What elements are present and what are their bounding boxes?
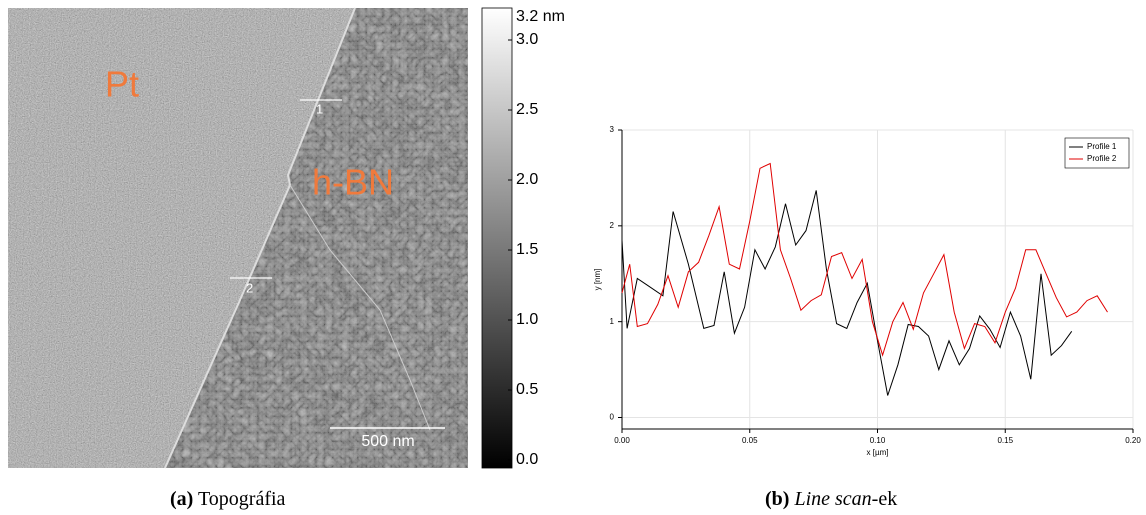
y-tick-label: 3 — [610, 125, 615, 134]
colorbar-tick-label: 1.0 — [516, 311, 538, 328]
legend-label: Profile 1 — [1087, 142, 1117, 151]
colorbar — [481, 7, 513, 469]
caption-suffix: -ek — [872, 488, 898, 510]
scale-bar-label: 500 nm — [361, 433, 414, 450]
x-tick-label: 0.00 — [614, 436, 630, 445]
line-chart: 0.00 0.05 0.10 0.15 0.20 0 1 2 3 x [µm] y [nm] Prof… — [593, 125, 1141, 457]
region-label: h-BN — [312, 162, 394, 203]
line-series — [621, 162, 1108, 357]
y-tick-label: 2 — [610, 221, 615, 230]
colorbar-tick-label: 0.5 — [516, 381, 538, 398]
caption: (b) Line scan-ek — [765, 488, 897, 510]
colorbar-tick-label: 3.0 — [516, 31, 538, 48]
afm-image — [8, 7, 468, 469]
colorbar-tick-label: 1.5 — [516, 241, 538, 258]
colorbar-axis: 0.0 0.5 1.0 1.5 2.0 2.5 3.0 — [508, 31, 538, 468]
colorbar-unit: 3.2 nm — [516, 8, 565, 25]
profile-marker: 1 — [316, 101, 323, 116]
colorbar-tick-label: 0.0 — [516, 451, 538, 468]
legend-box — [1064, 137, 1130, 169]
profile-marker: 2 — [246, 280, 253, 295]
y-tick-label: 1 — [610, 317, 615, 326]
x-tick-label: 0.05 — [742, 436, 758, 445]
caption-label: (b) — [765, 488, 789, 510]
caption-text: Line scan — [793, 488, 871, 510]
caption-label: (a) — [170, 488, 193, 510]
x-axis-label: x [µm] — [867, 448, 889, 457]
legend-label: Profile 2 — [1087, 154, 1117, 163]
line-series — [621, 190, 1073, 396]
y-axis-label: y [nm] — [593, 269, 602, 291]
x-tick-label: 0.20 — [1125, 436, 1141, 445]
y-tick-label: 0 — [610, 413, 615, 422]
colorbar-tick-label: 2.0 — [516, 171, 538, 188]
region-label: Pt — [105, 64, 139, 105]
x-tick-label: 0.10 — [870, 436, 886, 445]
x-tick-label: 0.15 — [997, 436, 1013, 445]
caption: (a) Topográfia — [170, 488, 286, 510]
colorbar-tick-label: 2.5 — [516, 101, 538, 118]
caption-text: Topográfia — [198, 488, 286, 510]
